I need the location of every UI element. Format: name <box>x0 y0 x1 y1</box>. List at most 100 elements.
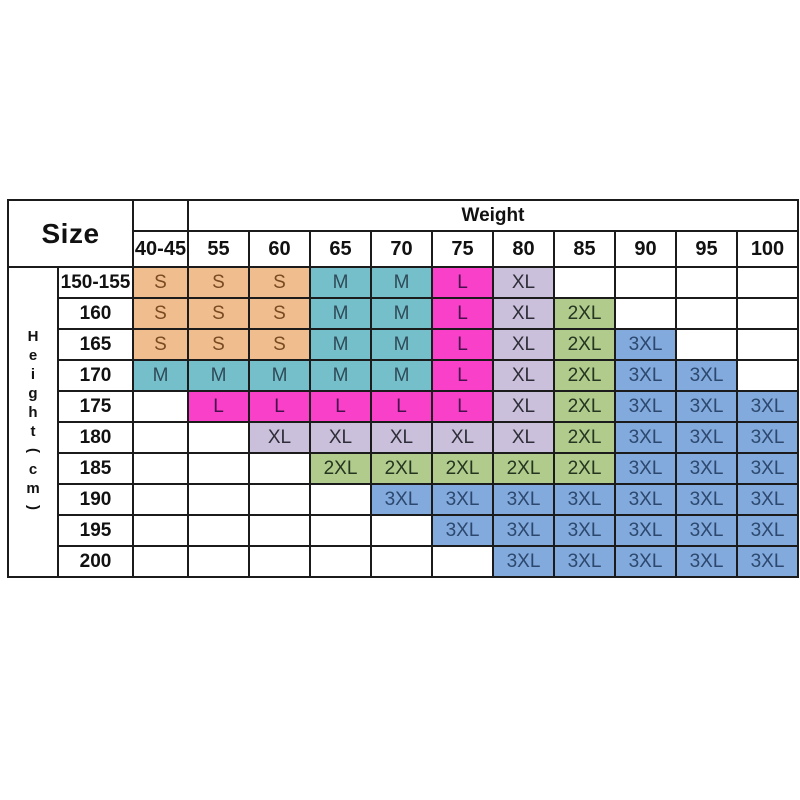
size-value-cell: M <box>187 359 250 392</box>
table-row: 180 XL XL XL XL XL 2XL 3XL 3XL 3XL <box>8 421 799 454</box>
height-label-char: h <box>28 404 38 421</box>
header-row-columns: 40-45 55 60 65 70 75 80 85 90 95 100 <box>8 230 799 268</box>
height-label-char: m <box>26 480 40 497</box>
height-row-header: 200 <box>57 545 134 578</box>
size-value-cell <box>675 328 738 361</box>
size-value-cell: 3XL <box>614 483 677 516</box>
size-value-cell: L <box>370 390 433 423</box>
size-value-cell <box>132 421 189 454</box>
size-value-cell: 3XL <box>736 483 799 516</box>
size-value-cell: S <box>187 266 250 299</box>
size-value-cell: XL <box>370 421 433 454</box>
size-value-cell <box>187 514 250 547</box>
size-value-cell: XL <box>492 297 555 330</box>
height-row-header: 195 <box>57 514 134 547</box>
table-row: 185 2XL 2XL 2XL 2XL 2XL 3XL 3XL 3XL <box>8 452 799 485</box>
height-label-char: i <box>30 366 36 383</box>
size-value-cell: 3XL <box>553 514 616 547</box>
size-value-cell: 3XL <box>736 514 799 547</box>
size-value-cell: 3XL <box>614 359 677 392</box>
height-label-char: ( <box>24 448 42 453</box>
size-value-cell: XL <box>492 359 555 392</box>
size-value-cell: 3XL <box>675 452 738 485</box>
size-value-cell: 2XL <box>553 452 616 485</box>
size-corner-title: Size <box>7 199 134 268</box>
size-value-cell: 3XL <box>614 390 677 423</box>
size-value-cell: 3XL <box>675 545 738 578</box>
size-value-cell <box>132 483 189 516</box>
size-value-cell: XL <box>431 421 494 454</box>
size-value-cell: M <box>309 328 372 361</box>
size-value-cell: 3XL <box>675 359 738 392</box>
size-value-cell: XL <box>492 328 555 361</box>
size-value-cell: L <box>431 328 494 361</box>
size-value-cell: S <box>248 328 311 361</box>
size-value-cell: XL <box>248 421 311 454</box>
size-value-cell: S <box>248 297 311 330</box>
table-row: 190 3XL 3XL 3XL 3XL 3XL 3XL 3XL <box>8 483 799 516</box>
size-value-cell: M <box>370 328 433 361</box>
size-value-cell <box>132 452 189 485</box>
size-value-cell <box>736 359 799 392</box>
size-value-cell: 3XL <box>736 545 799 578</box>
size-value-cell: XL <box>492 421 555 454</box>
height-row-header: 170 <box>57 359 134 392</box>
height-label-char: t <box>30 423 36 440</box>
size-value-cell <box>187 483 250 516</box>
weight-col-header: 70 <box>370 230 433 268</box>
size-value-cell: 3XL <box>675 483 738 516</box>
weight-col-header: 65 <box>309 230 372 268</box>
size-value-cell <box>132 545 189 578</box>
corner-empty-cell <box>132 199 189 232</box>
size-value-cell <box>736 266 799 299</box>
size-value-cell: M <box>309 297 372 330</box>
size-value-cell: 2XL <box>553 390 616 423</box>
size-value-cell: L <box>431 266 494 299</box>
size-value-cell: 2XL <box>553 421 616 454</box>
size-value-cell: L <box>431 297 494 330</box>
height-row-header: 180 <box>57 421 134 454</box>
height-row-header: 160 <box>57 297 134 330</box>
size-value-cell: 3XL <box>370 483 433 516</box>
size-value-cell: 3XL <box>675 514 738 547</box>
size-value-cell <box>132 390 189 423</box>
weight-col-header: 55 <box>187 230 250 268</box>
size-value-cell: M <box>132 359 189 392</box>
size-value-cell: XL <box>492 390 555 423</box>
size-value-cell: L <box>187 390 250 423</box>
size-value-cell: S <box>187 328 250 361</box>
weight-col-header: 100 <box>736 230 799 268</box>
size-value-cell: 3XL <box>492 545 555 578</box>
height-label-char: H <box>27 328 39 345</box>
size-value-cell: 3XL <box>492 483 555 516</box>
size-value-cell <box>614 266 677 299</box>
size-value-cell: L <box>431 359 494 392</box>
size-value-cell <box>248 483 311 516</box>
size-value-cell: M <box>370 266 433 299</box>
size-value-cell: 2XL <box>553 359 616 392</box>
height-row-header: 150-155 <box>57 266 134 299</box>
table-row: 200 3XL 3XL 3XL 3XL 3XL <box>8 545 799 578</box>
table-row: 195 3XL 3XL 3XL 3XL 3XL 3XL <box>8 514 799 547</box>
size-value-cell <box>736 328 799 361</box>
size-value-cell <box>309 514 372 547</box>
weight-col-header: 85 <box>553 230 616 268</box>
size-value-cell: 3XL <box>736 421 799 454</box>
size-value-cell <box>248 452 311 485</box>
size-value-cell <box>370 545 433 578</box>
size-value-cell <box>248 545 311 578</box>
size-value-cell: M <box>309 359 372 392</box>
size-value-cell: L <box>431 390 494 423</box>
size-value-cell <box>675 266 738 299</box>
size-value-cell: L <box>309 390 372 423</box>
size-value-cell: 3XL <box>614 545 677 578</box>
height-label-char: e <box>28 347 38 364</box>
size-value-cell: 2XL <box>492 452 555 485</box>
weight-col-header: 95 <box>675 230 738 268</box>
height-label-char: g <box>28 385 38 402</box>
table-row: 160 S S S M M L XL 2XL <box>8 297 799 330</box>
weight-col-header: 90 <box>614 230 677 268</box>
